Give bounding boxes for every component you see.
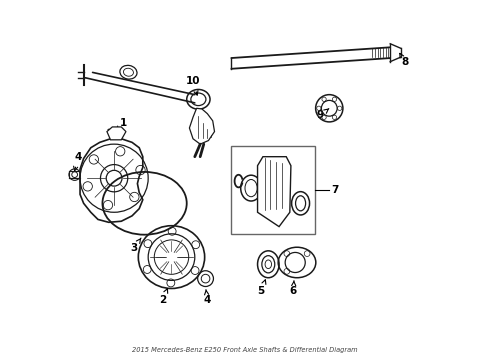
Polygon shape <box>80 139 143 222</box>
Text: 3: 3 <box>130 238 141 253</box>
Bar <box>231 146 315 234</box>
Text: 2015 Mercedes-Benz E250 Front Axle Shafts & Differential Diagram: 2015 Mercedes-Benz E250 Front Axle Shaft… <box>132 347 358 354</box>
Polygon shape <box>190 108 215 144</box>
Text: 8: 8 <box>400 53 408 67</box>
Polygon shape <box>258 157 291 226</box>
Text: 2: 2 <box>159 289 168 305</box>
Text: 10: 10 <box>186 76 200 95</box>
Polygon shape <box>107 127 126 140</box>
Text: 4: 4 <box>74 152 82 171</box>
Text: 1: 1 <box>117 118 127 131</box>
Text: 7: 7 <box>331 185 339 195</box>
Circle shape <box>148 234 195 280</box>
Text: 5: 5 <box>258 280 266 296</box>
Text: 4: 4 <box>204 289 211 305</box>
Text: 9: 9 <box>317 109 329 121</box>
Text: 6: 6 <box>290 280 297 296</box>
